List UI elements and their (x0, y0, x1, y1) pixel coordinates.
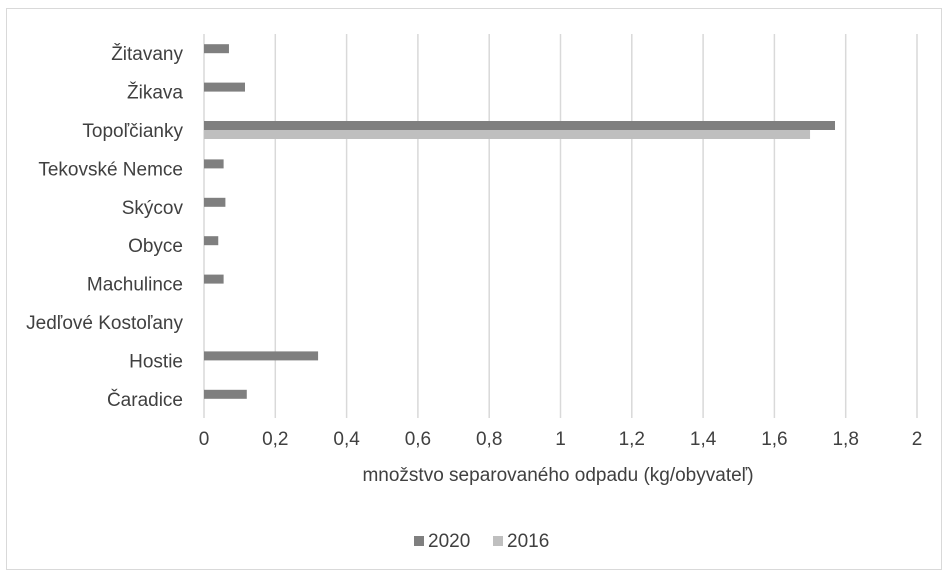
category-labels: Čaradice Hostie Jedľové Kostoľany Machulinc… (26, 43, 183, 411)
x-tick-label: 1,2 (619, 429, 645, 450)
bar-2020-9 (204, 44, 229, 54)
bar-2020-3 (204, 274, 224, 284)
x-axis-title: množstvo separovaného odpadu (kg/obyvate… (362, 465, 753, 486)
bar-2020-4 (204, 236, 219, 246)
category-label: Jedľové Kostoľany (26, 313, 183, 334)
category-label: Hostie (129, 351, 183, 372)
chart-frame (6, 8, 942, 570)
bar-2020-7 (204, 121, 836, 130)
category-label: Žikava (127, 82, 183, 104)
x-tick-label: 0,8 (476, 429, 502, 450)
x-tick-label: 1,4 (690, 429, 717, 450)
category-label: Tekovské Nemce (38, 159, 183, 180)
legend-label: 2020 (428, 531, 470, 552)
bar-2020-6 (204, 159, 224, 169)
x-tick-label: 0 (199, 429, 210, 450)
x-tick-label: 1,8 (832, 429, 858, 450)
bar-2020-0 (204, 389, 247, 399)
category-label: Obyce (128, 236, 183, 257)
category-label: Skýcov (122, 198, 184, 219)
x-tick-label: 0,6 (405, 429, 431, 450)
legend: 2020 2016 (414, 531, 549, 552)
bar-2020-8 (204, 82, 245, 92)
category-label: Topoľčianky (82, 121, 183, 142)
x-tick-label: 0,2 (262, 429, 288, 450)
bar-2016-7 (204, 130, 811, 139)
legend-swatch-2016 (493, 536, 503, 546)
bar-2020-5 (204, 197, 226, 207)
bars (204, 44, 836, 399)
x-tick-label: 2 (912, 429, 923, 450)
category-label: Machulince (87, 275, 183, 296)
category-label: Žitavany (111, 43, 183, 65)
legend-label: 2016 (507, 531, 549, 552)
legend-swatch-2020 (414, 536, 424, 546)
category-label: Čaradice (107, 389, 183, 411)
x-tick-label: 1 (555, 429, 566, 450)
bar-2020-1 (204, 351, 319, 361)
x-tick-labels: 0 0,2 0,4 0,6 0,8 1 1,2 1,4 1,6 1,8 2 (199, 429, 923, 450)
x-tick-label: 0,4 (333, 429, 360, 450)
x-tick-label: 1,6 (761, 429, 787, 450)
